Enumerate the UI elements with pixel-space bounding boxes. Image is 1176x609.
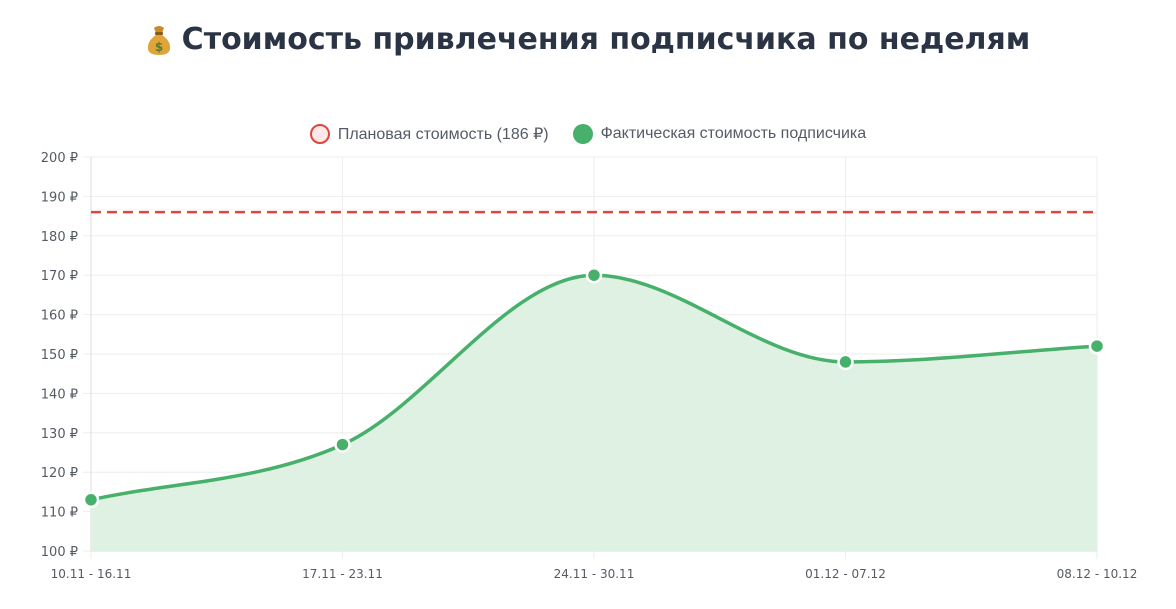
legend-swatch-plan — [309, 124, 330, 144]
y-tick-label: 100 ₽ — [41, 545, 78, 560]
y-tick-label: 130 ₽ — [41, 427, 78, 442]
x-tick-label: 08.12 - 10.12 — [1057, 567, 1138, 581]
legend-item-plan[interactable]: Плановая стоимость (186 ₽) — [309, 124, 549, 144]
data-point-actual[interactable] — [82, 491, 100, 509]
y-tick-label: 180 ₽ — [41, 230, 78, 245]
data-point-actual[interactable] — [837, 353, 854, 371]
data-point-actual[interactable] — [334, 436, 351, 453]
x-tick-label: 01.12 - 07.12 — [805, 567, 886, 581]
chart-title-text: Стоимость привлечения подписчика по неде… — [181, 22, 1031, 57]
y-tick-label: 190 ₽ — [41, 190, 78, 205]
y-tick-label: 110 ₽ — [41, 506, 78, 521]
data-point-actual[interactable] — [1088, 337, 1106, 355]
money-bag-icon: $ — [146, 24, 172, 56]
title-row: $ Стоимость привлечения подписчика по не… — [0, 22, 1176, 61]
y-tick-label: 160 ₽ — [41, 309, 78, 324]
data-point-actual[interactable] — [585, 266, 603, 284]
x-tick-label: 17.11 - 23.11 — [302, 567, 383, 581]
series-area-actual — [91, 275, 1097, 551]
x-tick-label: 10.11 - 16.11 — [51, 567, 132, 581]
legend-label-actual: Фактическая стоимость подписчика — [600, 125, 867, 142]
legend-label-plan: Плановая стоимость (186 ₽) — [337, 126, 549, 143]
chart-title: $ Стоимость привлечения подписчика по не… — [146, 22, 1031, 57]
y-tick-label: 170 ₽ — [41, 269, 78, 284]
y-tick-label: 200 ₽ — [41, 151, 78, 166]
legend-swatch-actual — [572, 124, 593, 144]
area-layer — [91, 275, 1097, 551]
y-tick-label: 120 ₽ — [41, 466, 78, 481]
x-tick-label: 24.11 - 30.11 — [554, 567, 635, 581]
point-layer — [82, 266, 1106, 509]
svg-text:$: $ — [154, 40, 162, 54]
y-tick-label: 140 ₽ — [41, 387, 78, 402]
y-tick-label: 150 ₽ — [41, 348, 78, 363]
tick-layer: 100 ₽ 110 ₽ 120 ₽ 130 ₽ 140 ₽ 150 ₽ 160 ₽ 170 ₽… — [41, 151, 1138, 581]
chart-legend: Плановая стоимость (186 ₽) Фактическая с… — [0, 124, 1176, 144]
legend-item-actual[interactable]: Фактическая стоимость подписчика — [572, 124, 867, 144]
